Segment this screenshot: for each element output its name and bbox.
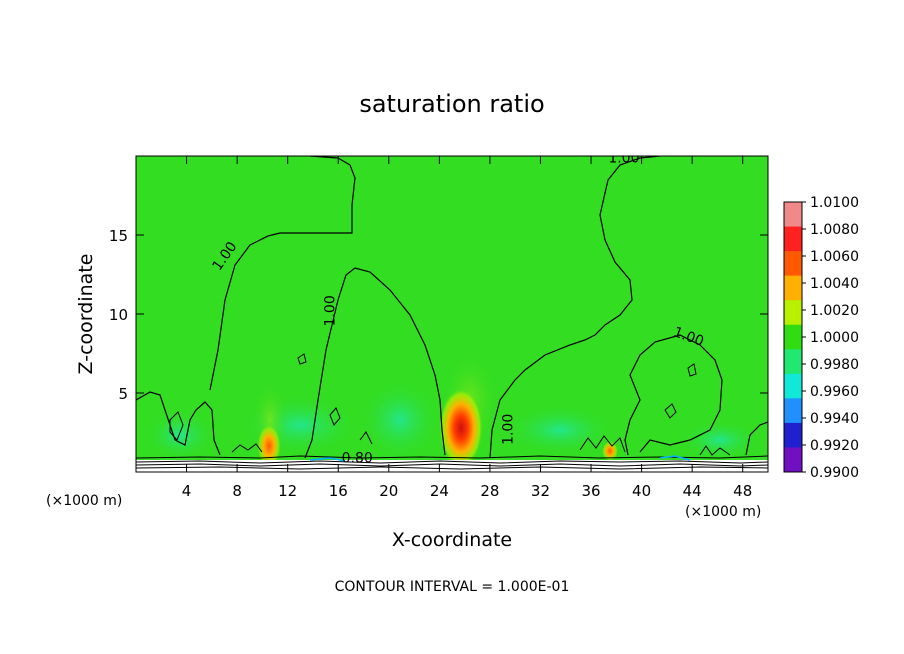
colorbar-label: 1.0060 (810, 249, 859, 265)
y-tick-label: 10 (109, 306, 128, 324)
surface-contour (309, 455, 691, 462)
contour-line (209, 156, 356, 391)
colorbar-swatch (784, 447, 802, 473)
x-unit-right: (×1000 m) (685, 504, 761, 520)
colorbar-swatch (784, 373, 802, 399)
contour-line (231, 443, 263, 453)
y-axis-label: Z-coordinate (75, 254, 97, 375)
contour-line (579, 435, 626, 453)
contour-interval-note: CONTOUR INTERVAL = 1.000E-01 (335, 579, 570, 595)
contour-line (169, 411, 184, 441)
colorbar-label: 0.9960 (810, 384, 859, 400)
x-tick-label: 16 (329, 482, 348, 500)
colorbar-label: 0.9980 (810, 357, 859, 373)
colorbar-swatch (784, 226, 802, 252)
colorbar-label: 0.9940 (810, 411, 859, 427)
hotspot-main (439, 388, 483, 468)
contour-line (489, 156, 661, 459)
x-tick-label: 28 (480, 482, 499, 500)
colorbar-label: 0.9900 (810, 465, 859, 481)
colorbar-label: 0.9920 (810, 438, 859, 454)
x-tick-label: 8 (232, 482, 242, 500)
contour-line (304, 267, 446, 459)
x-tick-label: 12 (278, 482, 297, 500)
x-axis: 4 8 12 16 20 24 28 32 36 40 44 48 (182, 156, 752, 500)
x-tick-label: 48 (733, 482, 752, 500)
colorbar-swatch (784, 398, 802, 424)
contour-line (664, 403, 677, 419)
cool-patch (505, 405, 615, 455)
colorbar-swatch (784, 202, 802, 228)
cool-patch (680, 420, 760, 460)
colorbar-swatch (784, 422, 802, 448)
surface-contour (136, 463, 768, 467)
contour-label: 1.00 (501, 414, 517, 445)
colorbar-swatch (784, 349, 802, 375)
contour-label: 1.00 (608, 150, 639, 166)
contour-line (136, 391, 221, 456)
colorbar-swatch (784, 251, 802, 277)
contour-line (329, 407, 341, 426)
surface-contour (136, 466, 768, 470)
x-tick-label: 40 (632, 482, 651, 500)
x-tick-label: 36 (581, 482, 600, 500)
contour-line (624, 334, 723, 456)
y-axis: 5 10 15 (109, 227, 768, 403)
colorbar: 1.0100 1.0080 1.0060 1.0040 1.0020 1.0000 0.99… (783, 195, 859, 481)
colorbar-label: 1.0040 (810, 276, 859, 292)
contour-label: 0.80 (342, 451, 373, 467)
contour-line (699, 445, 731, 456)
y-tick-label: 5 (118, 385, 128, 403)
colorbar-label: 1.0000 (810, 330, 859, 346)
colorbar-label: 1.0100 (810, 195, 859, 211)
colorbar-swatch (784, 300, 802, 326)
contour-line (687, 363, 697, 377)
x-tick-label: 24 (430, 482, 449, 500)
x-axis-label: X-coordinate (392, 529, 512, 551)
plot-area (136, 156, 768, 472)
cool-patch (145, 410, 215, 460)
x-tick-label: 44 (683, 482, 702, 500)
x-tick-label: 20 (379, 482, 398, 500)
x-tick-label: 32 (531, 482, 550, 500)
surface-contour (136, 460, 768, 464)
chart-title: saturation ratio (359, 90, 544, 118)
x-unit-left: (×1000 m) (46, 493, 122, 509)
contour-label: 1.00 (322, 295, 338, 326)
x-tick-label: 4 (182, 482, 192, 500)
hotspot-right (602, 441, 618, 461)
colorbar-swatch (784, 275, 802, 301)
colorbar-label: 1.0080 (810, 222, 859, 238)
contour-line (359, 431, 373, 445)
colorbar-swatch (784, 324, 802, 350)
colorbar-label: 1.0020 (810, 303, 859, 319)
y-tick-label: 15 (109, 227, 128, 245)
contour-line (745, 421, 768, 456)
cool-patch (360, 380, 440, 460)
contour-line (297, 353, 307, 365)
